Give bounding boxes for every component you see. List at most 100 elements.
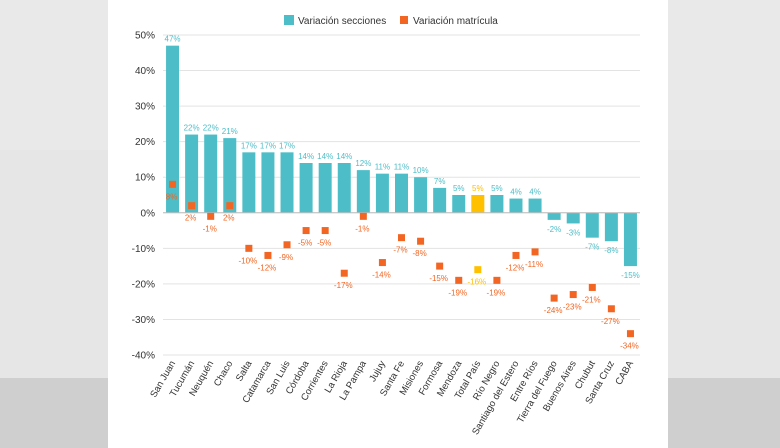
bar-value-label: -2% (547, 225, 561, 234)
y-tick-label: 0% (141, 208, 156, 219)
bar-value-label: 11% (375, 163, 390, 172)
marker (302, 227, 310, 235)
marker (588, 283, 596, 291)
marker-value-label: -5% (317, 239, 331, 248)
bars-series (166, 45, 637, 267)
bar-value-label: 4% (529, 188, 541, 197)
bar-value-label: 4% (510, 188, 522, 197)
category-label: CABA (613, 358, 636, 387)
bar (356, 170, 370, 213)
bar (623, 212, 637, 267)
marker-value-label: -16% (467, 278, 486, 287)
bar (547, 212, 561, 220)
marker-value-label: -24% (544, 306, 563, 315)
legend: Variación secciones Variación matrícula (284, 15, 498, 27)
marker (512, 251, 520, 259)
marker (474, 266, 482, 274)
bar-value-label: 5% (453, 184, 465, 193)
marker (607, 305, 615, 313)
bar (509, 198, 523, 213)
y-tick-label: 10% (135, 173, 155, 184)
legend-label-secciones: Variación secciones (298, 16, 386, 27)
marker (245, 244, 253, 252)
bar (528, 198, 542, 213)
marker-value-label: -12% (258, 263, 277, 272)
y-tick-label: -30% (132, 315, 155, 326)
marker (169, 180, 177, 188)
marker-value-label: -11% (525, 260, 543, 269)
marker (493, 276, 501, 284)
marker (550, 294, 558, 302)
bar (166, 45, 180, 213)
marker-value-label: -5% (298, 239, 312, 248)
chart-card: Variación secciones Variación matrícula … (108, 0, 668, 448)
legend-swatch-secciones (284, 15, 294, 25)
marker (207, 212, 215, 220)
marker (378, 259, 386, 267)
chart-svg: Variación secciones Variación matrícula … (132, 15, 640, 437)
bar (471, 195, 485, 213)
bar (414, 177, 428, 213)
bar-value-label: 21% (222, 127, 238, 136)
marker-value-label: -15% (429, 274, 448, 283)
bar (185, 134, 199, 213)
marker-value-label: -14% (372, 271, 391, 280)
bar (433, 187, 447, 213)
marker-value-label: 8% (166, 192, 178, 201)
bar (242, 152, 256, 213)
bar-value-label: 14% (298, 152, 314, 161)
y-tick-label: -40% (132, 351, 155, 362)
bar (223, 138, 237, 213)
y-tick-label: -10% (132, 244, 155, 255)
markers-series (169, 180, 634, 338)
y-axis-ticks: 50% 40% 30% 20% 10% 0% -10% -20% -30% -40% (132, 31, 155, 362)
bar-value-label: 11% (394, 163, 409, 172)
marker-value-label: -10% (239, 256, 258, 265)
category-label: Chaco (212, 359, 235, 389)
marker (626, 330, 634, 338)
bar-value-label: -15% (621, 271, 640, 280)
bar (604, 212, 618, 242)
marker-value-label: -9% (279, 253, 293, 262)
y-tick-label: 30% (135, 102, 155, 113)
marker (321, 227, 329, 235)
bar (337, 163, 351, 213)
y-tick-label: 50% (135, 31, 155, 42)
y-tick-label: 20% (135, 137, 155, 148)
marker-value-label: 2% (185, 214, 197, 223)
marker-value-label: -17% (334, 281, 353, 290)
marker (531, 248, 539, 256)
bar (395, 173, 408, 213)
marker-value-label: -34% (620, 342, 639, 351)
bar (566, 212, 580, 224)
bar-value-label: 14% (317, 152, 333, 161)
marker (283, 241, 291, 249)
bar-data-labels: 47%22% 22% 21%17% 17% 17%14% 14% 14%12% 11% 11% 1… (165, 35, 640, 280)
bar (490, 195, 504, 213)
y-tick-label: 40% (135, 66, 155, 77)
bar-value-label: 10% (413, 166, 429, 175)
marker-data-labels: 8%2%-1%2%-10%-12%-9%-5% -5%-17%-1%-14%-7%… (166, 192, 639, 350)
marker-value-label: -19% (487, 288, 506, 297)
bar (585, 212, 599, 238)
bar-value-label: 22% (203, 124, 219, 133)
marker-value-label: -12% (506, 263, 525, 272)
bar-value-label: 5% (472, 184, 484, 193)
marker (569, 291, 577, 299)
marker-value-label: -7% (393, 246, 407, 255)
bar (318, 163, 332, 213)
bar (452, 195, 466, 213)
marker (359, 212, 367, 220)
bar-value-label: -7% (585, 243, 599, 252)
bar-value-label: 17% (260, 141, 276, 150)
marker-value-label: -8% (412, 249, 426, 258)
bar-value-label: -3% (566, 228, 580, 237)
bar-value-label: 12% (355, 159, 371, 168)
bar-value-label: 17% (279, 141, 295, 150)
bar-value-label: 22% (184, 124, 200, 133)
marker-value-label: -1% (355, 224, 369, 233)
bar-value-label: 7% (434, 177, 446, 186)
bar-value-label: 14% (336, 152, 352, 161)
marker-value-label: -21% (582, 295, 601, 304)
marker (226, 202, 234, 210)
